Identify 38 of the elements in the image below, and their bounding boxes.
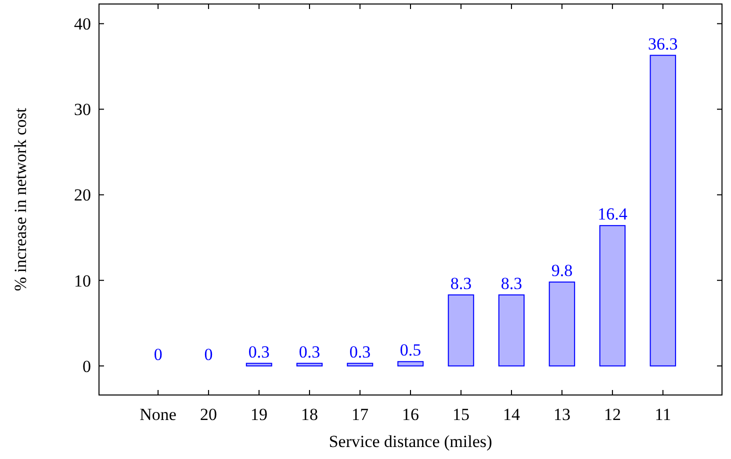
x-tick-label: 14	[502, 405, 520, 424]
bar	[346, 362, 374, 366]
data-label: 0	[204, 344, 213, 364]
y-tick-label: 30	[74, 100, 91, 120]
x-tick-label: 20	[200, 405, 218, 424]
x-tick-label: 15	[452, 405, 470, 424]
bar	[548, 282, 576, 366]
x-tick-label: 13	[553, 405, 570, 424]
data-label: 36.3	[648, 34, 678, 54]
bar	[246, 362, 272, 366]
x-tick-label: 16	[402, 405, 419, 424]
x-tick-label: 12	[604, 405, 621, 424]
y-axis-title: % increase in network cost	[11, 108, 30, 292]
y-tick-label: 0	[82, 356, 91, 376]
x-tick-label: 17	[352, 405, 370, 424]
bar	[296, 362, 323, 366]
bar	[650, 54, 676, 366]
data-label: 16.4	[598, 204, 628, 224]
data-label: 0.5	[400, 340, 422, 360]
y-tick-label: 40	[74, 14, 91, 34]
data-label: 0.3	[349, 342, 371, 362]
data-label: 8.3	[450, 274, 472, 293]
x-tick-label: 11	[654, 405, 672, 424]
data-label: 0.3	[298, 342, 320, 362]
bar	[448, 294, 474, 366]
x-axis-title: Service distance (miles)	[328, 432, 492, 451]
data-label: 9.8	[551, 261, 573, 280]
data-label: 0.3	[248, 342, 270, 362]
data-label: 8.3	[500, 274, 522, 293]
y-tick-label: 20	[74, 186, 91, 205]
x-tick-label: 18	[301, 405, 318, 424]
data-label: 0	[154, 344, 162, 364]
bar	[498, 294, 525, 366]
bar	[397, 361, 424, 366]
bar	[599, 225, 626, 366]
x-tick-label: 19	[250, 405, 268, 424]
x-tick-label: None	[140, 405, 176, 424]
y-tick-label: 10	[74, 271, 91, 290]
